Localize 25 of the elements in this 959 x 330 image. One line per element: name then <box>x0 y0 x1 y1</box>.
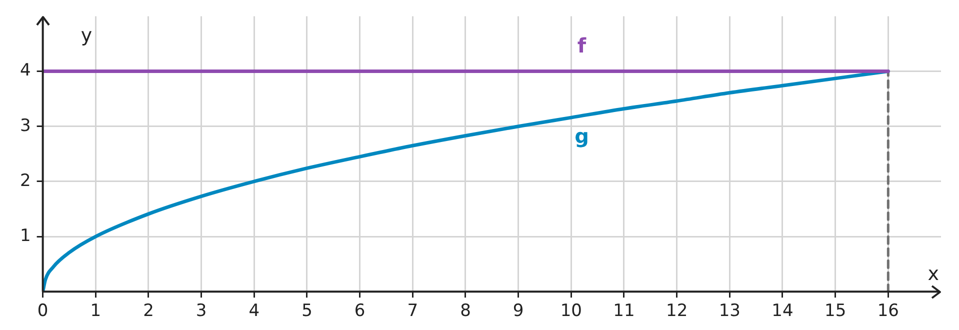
x-tick-label: 15 <box>824 301 846 322</box>
x-tick-label: 4 <box>248 301 260 322</box>
y-tick-label: 4 <box>20 60 31 81</box>
x-tick-label: 9 <box>512 301 524 322</box>
x-axis-title: x <box>928 263 939 286</box>
x-tick-label: 12 <box>666 301 688 322</box>
x-tick-label: 5 <box>302 301 312 322</box>
x-tick-label: 8 <box>460 301 471 322</box>
x-tick-label: 14 <box>772 301 794 322</box>
x-tick-label: 0 <box>37 301 48 322</box>
series-label: f <box>577 33 586 58</box>
x-tick-label: 7 <box>407 301 418 322</box>
x-tick-label: 16 <box>877 301 899 322</box>
x-tick-label: 3 <box>196 301 207 322</box>
y-tick-label: 1 <box>20 226 31 246</box>
x-tick-label: 6 <box>354 301 366 322</box>
x-tick-label: 10 <box>560 301 582 322</box>
x-tick-label: 2 <box>143 301 154 322</box>
x-tick-label: 13 <box>718 301 740 322</box>
y-axis-title: y <box>80 24 92 47</box>
x-tick-label: 1 <box>90 301 102 322</box>
series-label: g <box>574 124 589 148</box>
x-tick-label: 11 <box>613 301 635 322</box>
y-tick-label: 3 <box>20 116 31 136</box>
y-tick-label: 2 <box>20 170 31 191</box>
